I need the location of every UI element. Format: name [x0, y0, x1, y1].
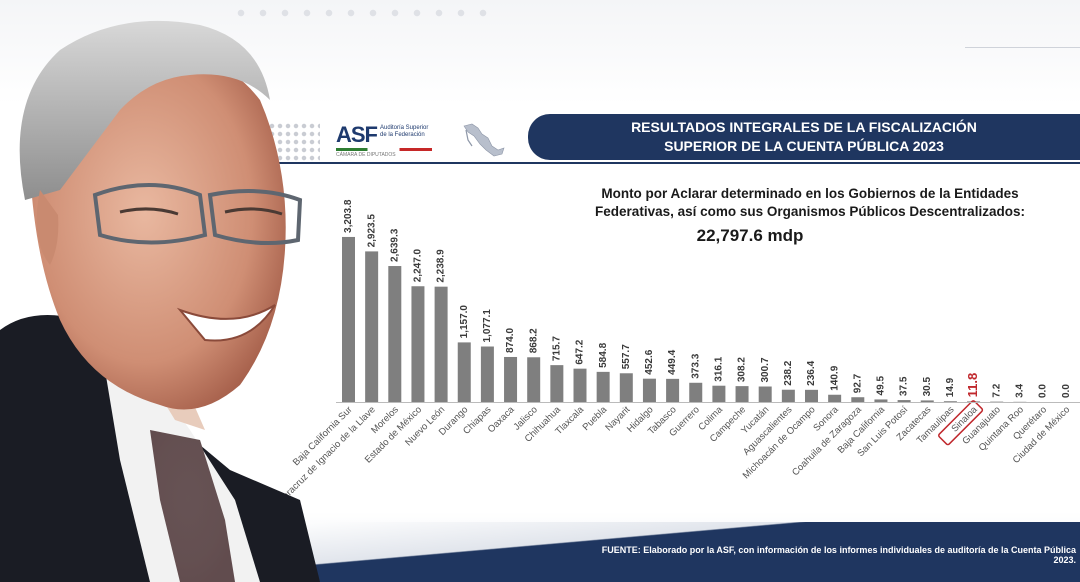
value-label-10: 647.2 — [575, 339, 586, 364]
value-label-14: 449.4 — [667, 349, 678, 374]
bar-25 — [920, 400, 934, 402]
bar-24 — [897, 400, 911, 402]
bar-21 — [828, 394, 842, 402]
highlight-box — [938, 400, 984, 446]
bar-16 — [712, 385, 726, 402]
value-label-25: 30.5 — [922, 377, 933, 397]
title-banner — [528, 114, 1080, 160]
bar-17 — [735, 386, 749, 402]
logo-text: ASF — [336, 122, 378, 147]
bar-6 — [480, 346, 494, 402]
value-label-23: 49.5 — [876, 376, 887, 396]
bar-13 — [642, 378, 656, 402]
value-label-8: 868.2 — [528, 328, 539, 353]
value-label-17: 308.2 — [737, 357, 748, 382]
value-label-5: 1,157.0 — [459, 305, 470, 339]
value-label-19: 238.2 — [783, 360, 794, 385]
bar-7 — [504, 356, 518, 402]
title-banner-text: RESULTADOS INTEGRALES DE LA FISCALIZACIÓ… — [528, 118, 1080, 156]
value-label-6: 1,077.1 — [482, 309, 493, 343]
logo-footer: CÁMARA DE DIPUTADOS — [336, 152, 396, 158]
value-label-3: 2,247.0 — [413, 248, 424, 282]
logo-stripe — [336, 148, 432, 151]
value-label-28: 7.2 — [991, 383, 1002, 397]
footer-band — [270, 522, 1080, 582]
headline-line-2: Federativas, así como sus Organismos Púb… — [595, 204, 1025, 219]
headline-line-1: Monto por Aclarar determinado en los Gob… — [601, 186, 1019, 201]
bar-26 — [943, 401, 957, 402]
value-label-20: 236.4 — [806, 360, 817, 385]
bar-5 — [457, 342, 471, 402]
bar-1 — [365, 251, 379, 402]
category-label-7: Oaxaca — [486, 404, 517, 435]
bar-8 — [527, 357, 541, 402]
value-label-26: 14.9 — [945, 377, 956, 397]
bar-19 — [781, 389, 795, 402]
person-photo — [0, 20, 320, 582]
header-underline — [270, 162, 1080, 164]
value-label-11: 584.8 — [598, 342, 609, 367]
bar-14 — [666, 378, 680, 402]
logo-subtitle: Auditoría Superior de la Federación — [380, 125, 429, 138]
value-label-12: 557.7 — [621, 344, 632, 369]
decorative-line — [965, 47, 1080, 48]
bar-11 — [596, 371, 610, 402]
bar-2 — [388, 266, 402, 402]
title-line-2: SUPERIOR DE LA CUENTA PÚBLICA 2023 — [664, 138, 944, 154]
bar-27 — [967, 401, 981, 402]
mexico-map-icon — [463, 123, 505, 157]
bar-9 — [550, 365, 564, 402]
decorative-dots — [230, 6, 490, 20]
title-line-1: RESULTADOS INTEGRALES DE LA FISCALIZACIÓ… — [631, 119, 977, 135]
bar-4 — [434, 286, 448, 402]
value-label-31: 0.0 — [1061, 384, 1072, 398]
value-label-15: 373.3 — [690, 353, 701, 378]
value-label-13: 452.6 — [644, 349, 655, 374]
value-label-27: 11.8 — [965, 373, 980, 398]
value-label-21: 140.9 — [829, 365, 840, 390]
value-label-29: 3.4 — [1014, 383, 1025, 397]
bar-10 — [573, 368, 587, 402]
bar-20 — [805, 389, 818, 402]
value-label-1: 2,923.5 — [366, 214, 377, 248]
value-label-2: 2,639.3 — [389, 228, 400, 262]
bar-23 — [874, 399, 888, 402]
value-label-7: 874.0 — [505, 328, 516, 353]
value-label-24: 37.5 — [899, 376, 910, 396]
value-label-30: 0.0 — [1038, 384, 1049, 398]
value-label-4: 2,238.9 — [436, 249, 447, 283]
bar-3 — [411, 286, 425, 402]
asf-logo: ASF Auditoría Superior de la Federación … — [336, 122, 436, 158]
value-label-9: 715.7 — [551, 336, 562, 361]
bar-18 — [758, 386, 772, 402]
bar-0 — [342, 236, 355, 402]
footer-source: FUENTE: Elaborado por la ASF, con inform… — [601, 545, 1076, 565]
total-amount: 22,797.6 mdp — [696, 226, 804, 245]
value-label-16: 316.1 — [714, 356, 725, 381]
value-label-0: 3,203.8 — [343, 199, 354, 233]
bar-12 — [619, 373, 633, 402]
value-label-18: 300.7 — [760, 357, 771, 382]
chart-headline: Monto por Aclarar determinado en los Gob… — [560, 185, 1060, 221]
bar-15 — [689, 382, 703, 402]
value-label-22: 92.7 — [852, 373, 863, 393]
bar-22 — [851, 397, 865, 402]
